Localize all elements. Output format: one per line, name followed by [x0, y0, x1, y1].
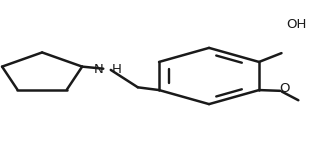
Text: H: H — [112, 63, 122, 76]
Text: N: N — [94, 63, 104, 76]
Text: O: O — [279, 82, 290, 95]
Text: OH: OH — [286, 18, 307, 31]
